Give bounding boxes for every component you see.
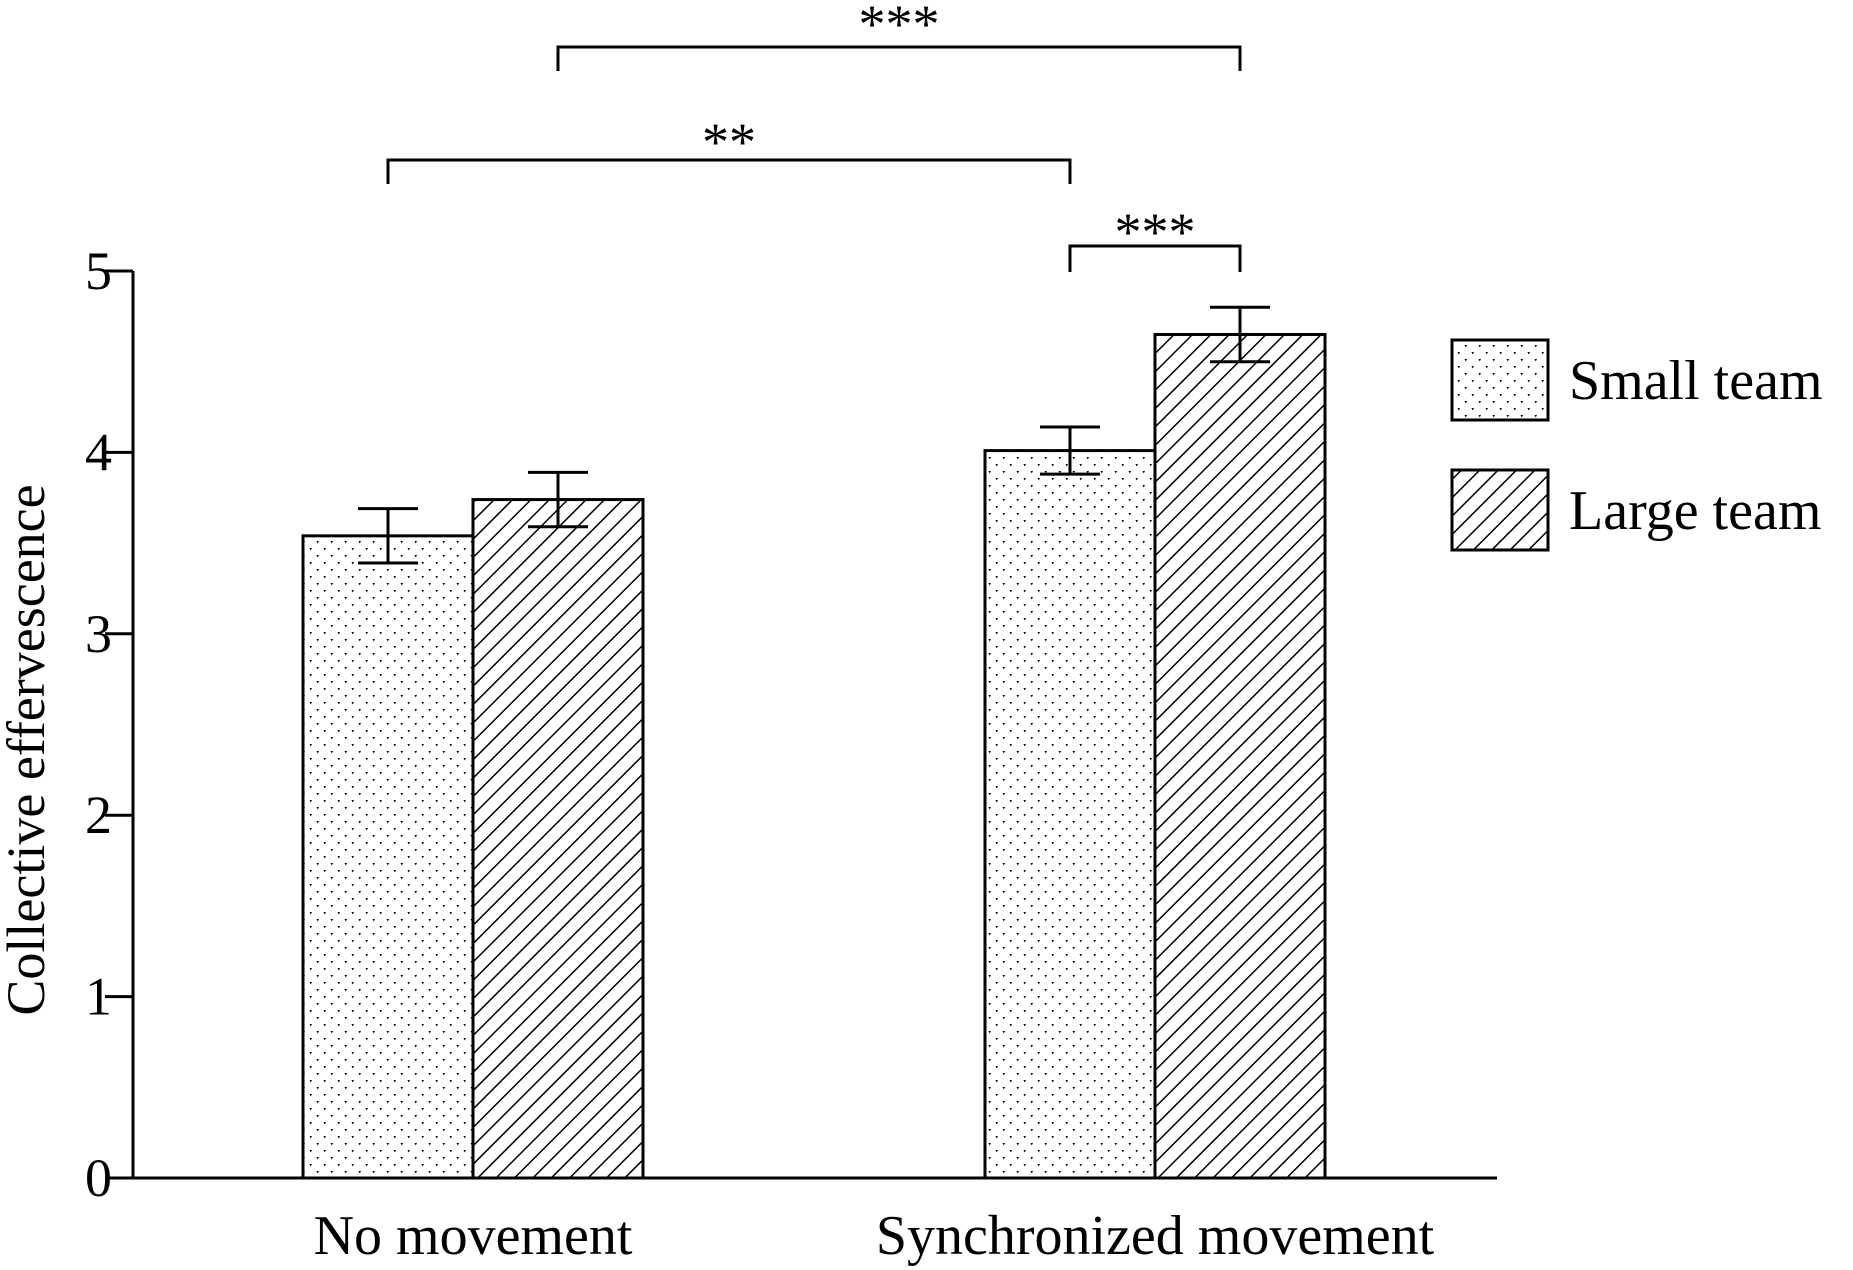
legend-label: Large team — [1569, 480, 1821, 542]
bar-large-team — [471, 498, 645, 1180]
significance-bracket — [1068, 244, 1242, 272]
legend-label: Small team — [1569, 350, 1823, 412]
y-tick-label: 2 — [85, 785, 112, 845]
significance-bracket — [556, 45, 1242, 71]
bar-small-team — [301, 534, 475, 1180]
y-tick-label: 3 — [85, 604, 112, 664]
significance-label: *** — [1115, 202, 1196, 262]
legend-swatch — [1450, 468, 1550, 552]
bar-large-team — [1153, 332, 1327, 1180]
x-category-label: No movement — [314, 1205, 633, 1267]
y-axis-label: Collective effervescence — [0, 484, 56, 1015]
y-tick-label: 0 — [85, 1148, 112, 1208]
bar-small-team — [983, 449, 1157, 1180]
significance-bracket — [386, 158, 1072, 184]
y-tick-label: 4 — [85, 422, 112, 482]
legend-swatch — [1450, 338, 1550, 422]
x-category-label: Synchronized movement — [876, 1205, 1435, 1267]
plot-area: 0 1 2 3 4 5 No movement Synchronized movement **… — [85, 0, 1823, 1267]
y-tick-label: 1 — [85, 967, 112, 1027]
significance-label: ** — [702, 112, 756, 172]
significance-label: *** — [859, 0, 940, 54]
y-tick-label: 5 — [85, 241, 112, 301]
